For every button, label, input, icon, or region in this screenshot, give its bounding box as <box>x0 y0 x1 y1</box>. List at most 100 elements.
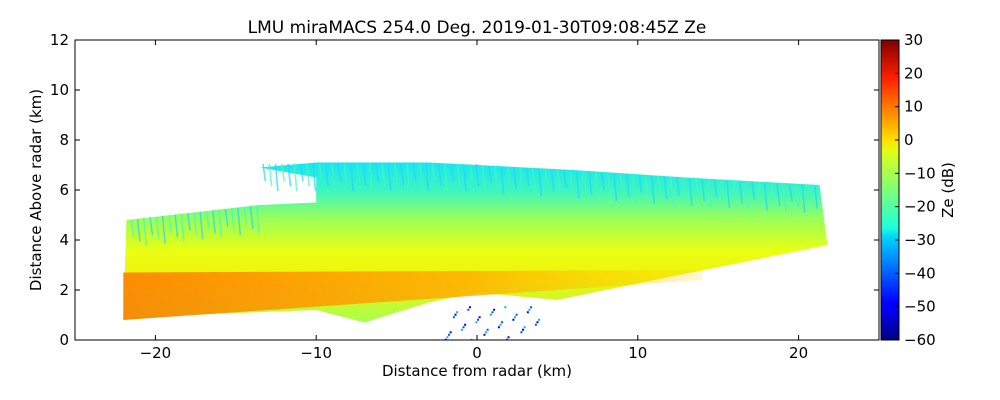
colorbar-tick-label: 0 <box>904 131 914 149</box>
clutter-pixel <box>499 323 502 326</box>
echo-edge-texture <box>174 214 179 238</box>
echo-edge-texture <box>588 171 593 195</box>
clutter-pixel <box>530 306 533 309</box>
clutter-pixel <box>452 316 455 319</box>
x-tick-label: 0 <box>472 344 482 362</box>
echo-edge-texture <box>607 173 612 196</box>
echo-edge-texture <box>349 163 354 192</box>
echo-edge-texture <box>600 172 605 191</box>
echo-edge-texture <box>356 163 361 182</box>
colorbar-tick-label: −50 <box>904 298 936 316</box>
echo-edge-texture <box>255 205 260 234</box>
echo-edge-texture <box>575 171 580 199</box>
clutter-pixel <box>491 311 494 314</box>
clutter-pixel <box>534 323 537 326</box>
clutter-pixel <box>456 311 459 314</box>
echo-edge-texture <box>814 185 819 209</box>
plot-area <box>74 39 880 341</box>
echo-edge-texture <box>331 163 336 192</box>
echo-edge-texture <box>324 163 329 187</box>
echo-edge-texture <box>243 207 248 225</box>
echo-edge-texture <box>136 218 141 242</box>
echo-edge-texture <box>745 181 750 210</box>
clutter-pixel <box>522 328 525 331</box>
x-tick-label: −20 <box>140 344 172 362</box>
echo-edge-texture <box>368 163 373 192</box>
clutter-pixel <box>468 306 471 309</box>
echo-edge-texture <box>462 163 467 192</box>
echo-edge-texture <box>155 216 160 240</box>
echo-edge-texture <box>638 174 643 193</box>
echo-edge-texture <box>400 163 405 187</box>
echo-edge-texture <box>625 174 630 197</box>
x-tick-label: 20 <box>789 344 808 362</box>
clutter-pixel <box>470 338 473 340</box>
echo-edge-texture <box>130 219 135 238</box>
echo-edge-texture <box>694 178 699 197</box>
x-axis-label: Distance from radar (km) <box>382 362 572 380</box>
echo-edge-texture <box>475 163 480 187</box>
clutter-pixel <box>528 308 531 311</box>
echo-edge-texture <box>569 170 574 194</box>
echo-edge-texture <box>669 176 674 205</box>
echo-edge-texture <box>343 163 348 187</box>
clutter-pixel <box>460 328 463 331</box>
y-tick-label: 0 <box>59 331 69 349</box>
y-tick-label: 8 <box>59 131 69 149</box>
echo-edge-texture <box>550 169 555 193</box>
y-tick-label: 4 <box>59 231 69 249</box>
echo-edge-texture <box>481 165 486 193</box>
clutter-pixel <box>505 338 508 340</box>
echo-edge-texture <box>657 176 662 194</box>
echo-edge-texture <box>375 163 380 182</box>
colorbar-tick-label: 20 <box>904 64 923 82</box>
echo-edge-texture <box>795 184 800 208</box>
clutter-pixel <box>483 333 486 336</box>
clutter-pixel <box>493 308 496 311</box>
chart-title: LMU miraMACS 254.0 Deg. 2019-01-30T09:08… <box>248 18 707 38</box>
clutter-pixel <box>520 331 523 334</box>
echo-edge-texture <box>306 163 311 187</box>
y-tick-label: 12 <box>50 31 69 49</box>
echo-edge-texture <box>763 182 768 211</box>
echo-edge-texture <box>425 163 430 192</box>
echo-edge-texture <box>713 179 718 198</box>
y-tick-label: 10 <box>50 81 69 99</box>
y-axis-label: Distance Above radar (km) <box>27 89 45 291</box>
echo-edge-texture <box>487 165 492 184</box>
echo-edge-texture <box>280 163 285 182</box>
echo-edge-texture <box>143 218 148 246</box>
echo-edge-texture <box>807 185 812 204</box>
clutter-pixel <box>486 328 489 331</box>
echo-edge-texture <box>632 174 637 203</box>
echo-edge-texture <box>556 169 561 198</box>
echo-edge-texture <box>663 176 668 200</box>
echo-edge-texture <box>751 182 756 200</box>
echo-edge-texture <box>719 180 724 203</box>
echo-edge-texture <box>205 211 210 229</box>
colorbar-tick-label: −60 <box>904 331 936 349</box>
echo-edge-texture <box>262 163 267 182</box>
echo-edge-texture <box>644 175 649 199</box>
clutter-pixel <box>446 336 449 339</box>
echo-edge-texture <box>312 163 317 192</box>
echo-edge-texture <box>594 172 599 200</box>
echo-edge-texture <box>563 170 568 189</box>
x-tick-label: 10 <box>628 344 647 362</box>
echo-edge-texture <box>650 175 655 204</box>
echo-edge-texture <box>268 163 273 187</box>
clutter-pixel <box>489 313 492 316</box>
y-tick-label: 2 <box>59 281 69 299</box>
echo-edge-texture <box>287 163 292 187</box>
colorbar-tick-label: 30 <box>904 31 923 49</box>
echo-edge-texture <box>337 163 342 182</box>
echo-edge-texture <box>431 163 436 182</box>
echo-edge-texture <box>701 178 706 202</box>
clutter-pixel <box>513 316 516 319</box>
echo-edge-texture <box>274 163 279 192</box>
colorbar-tick-label: 10 <box>904 98 923 116</box>
echo-edge-texture <box>149 217 154 236</box>
echo-edge-texture <box>726 180 731 209</box>
x-tick-label: −10 <box>300 344 332 362</box>
